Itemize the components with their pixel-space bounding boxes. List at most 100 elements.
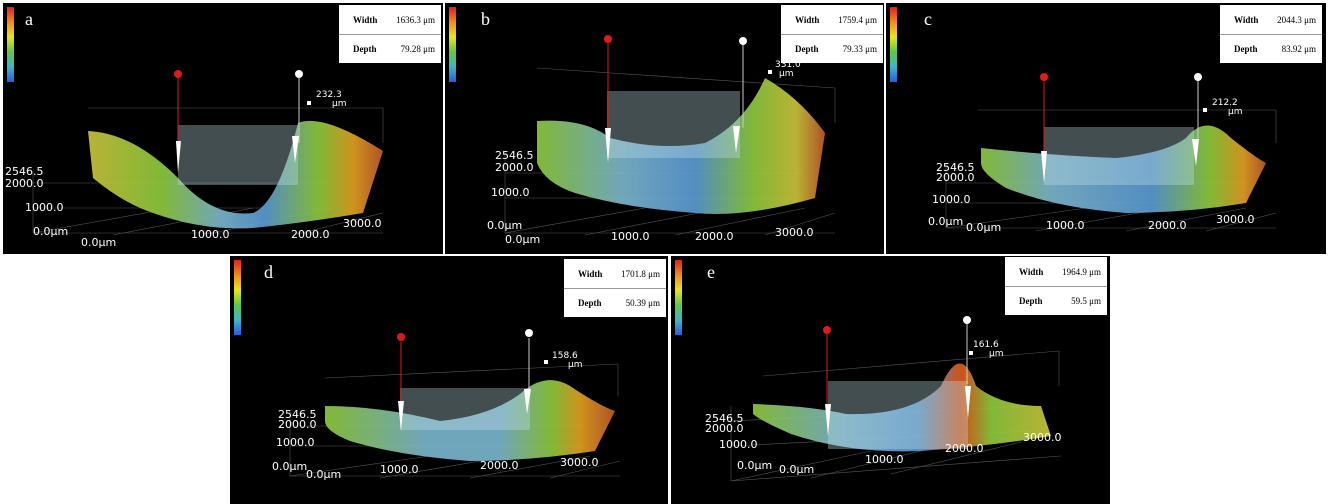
x-tick-1: 1000.0: [380, 463, 419, 476]
width-value: 2044.3 μm: [1277, 14, 1316, 25]
z-origin-label: 0.0μm: [33, 225, 69, 238]
red-pin-icon: [604, 35, 612, 43]
left-depth-marker: [398, 401, 404, 431]
surface-3d-view: [730, 316, 1062, 482]
z-mid2-label: 1000.0: [719, 438, 758, 451]
depth-value: 79.28 μm: [400, 43, 435, 54]
x-origin-label: 0.0μm: [966, 221, 1002, 234]
right-depth-marker: [292, 136, 299, 163]
left-depth-marker: [1041, 151, 1047, 183]
measurement-box: Width 1759.4 μm Depth 79.33 μm: [781, 5, 883, 63]
measurement-box: Width 1636.3 μm Depth 79.28 μm: [339, 5, 441, 63]
white-pin-icon: [525, 329, 533, 337]
x-tick-2: 2000.0: [291, 228, 330, 241]
z-mid1-label: 2000.0: [278, 418, 317, 431]
z-top-label: 2546.5: [278, 408, 317, 421]
z-origin-label: 0.0μm: [487, 219, 523, 232]
depth-label: Depth: [353, 43, 377, 54]
height-colorbar: [675, 260, 682, 335]
width-value: 1964.9 μm: [1062, 266, 1101, 277]
panel-d: d Width 1701.8 μm Depth 50.39 μm 158.6 μm 2…: [230, 256, 668, 504]
panel-letter: c: [924, 9, 932, 29]
x-tick-3: 3000.0: [560, 456, 599, 469]
x-tick-1: 1000.0: [865, 453, 904, 466]
measurement-box: Width 1701.8 μm Depth 50.39 μm: [564, 259, 666, 317]
z-top-label: 2546.5: [705, 412, 744, 425]
depth-label: Depth: [1234, 43, 1258, 54]
measurement-plane: [828, 381, 968, 449]
width-label: Width: [1019, 266, 1044, 277]
z-top-label: 2546.5: [5, 165, 44, 178]
width-value: 1636.3 μm: [396, 14, 435, 25]
measurement-plane: [178, 125, 298, 185]
width-label: Width: [353, 14, 378, 25]
measurement-box: Width 1964.9 μm Depth 59.5 μm: [1005, 257, 1107, 315]
height-colorbar: [449, 7, 456, 82]
white-pin-icon: [739, 37, 747, 45]
x-origin-label: 0.0μm: [779, 463, 815, 476]
x-tick-3: 3000.0: [1023, 431, 1062, 444]
right-depth-marker: [965, 386, 971, 418]
panel-letter: b: [481, 9, 490, 29]
panel-e: e Width 1964.9 μm Depth 59.5 μm 161.6 μm 25…: [671, 256, 1110, 504]
depth-value: 59.5 μm: [1071, 295, 1101, 306]
height-marker: 161.6 μm: [973, 340, 1004, 359]
right-depth-marker: [1192, 139, 1199, 166]
depth-value: 79.33 μm: [842, 43, 877, 54]
width-label: Width: [578, 268, 603, 279]
red-pin-icon: [1040, 73, 1048, 81]
z-mid1-label: 2000.0: [705, 422, 744, 435]
measurement-plane: [400, 388, 530, 430]
surface-mesh: [88, 120, 383, 229]
z-origin-label: 0.0μm: [737, 459, 773, 472]
panel-b: b Width 1759.4 μm Depth 79.33 μm 331.0 μm 2…: [445, 3, 884, 254]
measurement-box: Width 2044.3 μm Depth 83.92 μm: [1220, 5, 1322, 63]
x-tick-2: 2000.0: [480, 459, 519, 472]
surface-3d-view: [32, 70, 384, 236]
depth-label: Depth: [1019, 295, 1043, 306]
x-tick-1: 1000.0: [1046, 219, 1085, 232]
z-top-label: 2546.5: [936, 161, 975, 174]
left-depth-marker: [825, 404, 831, 436]
x-tick-1: 1000.0: [191, 228, 230, 241]
height-marker: 212.2 μm: [1212, 98, 1243, 117]
z-mid2-label: 1000.0: [932, 193, 971, 206]
left-depth-marker: [605, 128, 611, 163]
depth-label: Depth: [578, 297, 602, 308]
left-depth-marker: [176, 141, 181, 173]
z-mid1-label: 2000.0: [936, 171, 975, 184]
z-origin-label: 0.0μm: [272, 460, 308, 473]
x-tick-1: 1000.0: [611, 230, 650, 243]
surface-3d-view: [945, 73, 1277, 232]
height-colorbar: [890, 7, 897, 82]
right-depth-marker: [733, 126, 740, 153]
panel-a: a Width 1636.3 μm Depth 79.28 μm 232.3 μm 2…: [3, 3, 443, 254]
depth-label: Depth: [795, 43, 819, 54]
height-marker: 331.0 μm: [775, 60, 801, 79]
width-value: 1759.4 μm: [838, 14, 877, 25]
x-tick-3: 3000.0: [343, 217, 382, 230]
z-mid1-label: 2000.0: [5, 177, 44, 190]
red-pin-icon: [174, 70, 182, 78]
x-tick-3: 3000.0: [1216, 213, 1255, 226]
z-mid1-label: 2000.0: [495, 161, 534, 174]
height-marker: 158.6 μm: [552, 351, 583, 370]
x-tick-3: 3000.0: [775, 226, 814, 239]
depth-value: 83.92 μm: [1281, 43, 1316, 54]
x-origin-label: 0.0μm: [306, 468, 342, 481]
surface-mesh: [325, 380, 615, 461]
height-colorbar: [7, 7, 14, 82]
width-value: 1701.8 μm: [621, 268, 660, 279]
white-pin-icon: [295, 70, 303, 78]
measurement-plane: [607, 91, 740, 158]
z-mid2-label: 1000.0: [25, 201, 64, 214]
height-marker: 232.3 μm: [316, 90, 347, 109]
x-origin-label: 0.0μm: [81, 236, 117, 249]
red-pin-icon: [823, 326, 831, 334]
x-tick-2: 2000.0: [695, 230, 734, 243]
white-pin-icon: [963, 316, 971, 324]
depth-value: 50.39 μm: [625, 297, 660, 308]
white-pin-icon: [1194, 73, 1202, 81]
panel-letter: d: [264, 262, 273, 282]
panel-letter: a: [25, 9, 33, 29]
